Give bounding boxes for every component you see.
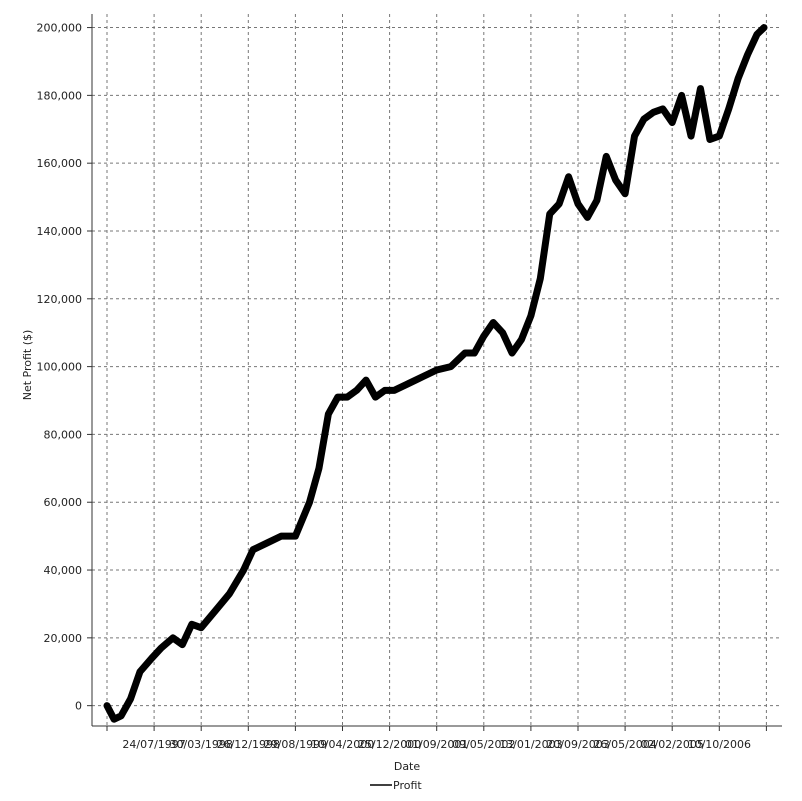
x-tick-label: 13/01/2003 (499, 738, 562, 751)
x-tick-label: 30/03/1998 (169, 738, 232, 751)
legend-label: Profit (393, 779, 422, 792)
y-tick-label: 200,000 (37, 22, 83, 35)
x-tick-label: 09/05/2002 (452, 738, 515, 751)
x-tick-label: 26/12/1998 (217, 738, 280, 751)
y-tick-label: 160,000 (37, 157, 83, 170)
y-tick-label: 140,000 (37, 225, 83, 238)
series-layer (103, 24, 768, 723)
x-axis-ticks: 24/07/199730/03/199826/12/199829/08/1999… (106, 726, 767, 751)
y-axis-title: Net Profit ($) (21, 330, 34, 401)
x-tick-label: 01/09/2001 (405, 738, 468, 751)
x-tick-label: 10/04/2000 (311, 738, 374, 751)
y-axis-ticks: 0 20,000 40,000 60,000 80,000 100,000 120,000 1… (37, 22, 92, 713)
x-tick-label: 20/09/2003 (546, 738, 609, 751)
x-tick-label: 10/10/2006 (688, 738, 751, 751)
y-tick-label: 60,000 (44, 496, 83, 509)
x-tick-label: 24/07/1997 (122, 738, 185, 751)
x-tick-label: 25/12/2000 (358, 738, 421, 751)
y-tick-label: 40,000 (44, 564, 83, 577)
series-line-profit (103, 24, 768, 723)
y-tick-label: 80,000 (44, 428, 83, 441)
y-tick-label: 100,000 (37, 361, 83, 374)
y-tick-label: 180,000 (37, 89, 83, 102)
x-tick-label: 29/08/1999 (264, 738, 327, 751)
x-axis-title: Date (394, 760, 421, 773)
y-tick-label: 0 (75, 700, 82, 713)
y-tick-label: 20,000 (44, 632, 83, 645)
legend: Profit (370, 779, 422, 792)
x-tick-label: 02/02/2005 (640, 738, 703, 751)
x-tick-label: 26/05/2004 (593, 738, 656, 751)
y-tick-label: 120,000 (37, 293, 83, 306)
